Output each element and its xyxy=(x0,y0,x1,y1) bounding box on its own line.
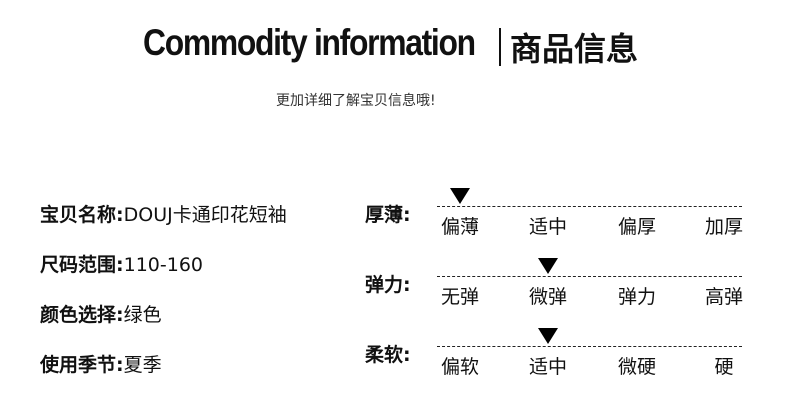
scale-label-thickness: 厚薄: xyxy=(365,204,411,226)
info-row-season: 使用季节:夏季 xyxy=(40,350,162,377)
scale-option: 加厚 xyxy=(704,216,743,238)
info-row-color: 颜色选择:绿色 xyxy=(40,300,162,327)
scale-label-softness: 柔软: xyxy=(365,344,411,366)
scale-option: 偏薄 xyxy=(440,216,479,238)
info-row-name: 宝贝名称:DOUJ卡通印花短袖 xyxy=(40,200,287,227)
scale-dashed-line xyxy=(437,276,742,277)
scale-option: 微弹 xyxy=(528,286,567,308)
scale-option: 适中 xyxy=(528,356,567,378)
selected-marker-triangle-icon xyxy=(538,328,558,344)
scale-option: 偏厚 xyxy=(617,216,656,238)
info-value: DOUJ卡通印花短袖 xyxy=(123,204,287,226)
info-label: 宝贝名称: xyxy=(40,204,124,226)
info-label: 尺码范围: xyxy=(40,254,124,276)
scale-option: 无弹 xyxy=(440,286,479,308)
scale-option: 偏软 xyxy=(440,356,479,378)
selected-marker-triangle-icon xyxy=(538,258,558,274)
title-chinese: 商品信息 xyxy=(510,30,639,68)
title-english: Commodity information xyxy=(143,22,476,63)
info-row-size: 尺码范围:110-160 xyxy=(40,250,203,277)
scale-option: 弹力 xyxy=(617,286,656,308)
title-divider xyxy=(499,28,501,66)
info-value: 110-160 xyxy=(123,254,203,276)
scale-option: 微硬 xyxy=(617,356,656,378)
info-label: 使用季节: xyxy=(40,354,124,376)
info-value: 绿色 xyxy=(123,304,162,326)
selected-marker-triangle-icon xyxy=(450,188,470,204)
scale-label-elasticity: 弹力: xyxy=(365,274,411,296)
scale-dashed-line xyxy=(437,346,742,347)
scale-option: 高弹 xyxy=(704,286,743,308)
info-label: 颜色选择: xyxy=(40,304,124,326)
scale-option: 硬 xyxy=(714,356,734,378)
scale-dashed-line xyxy=(437,206,742,207)
info-value: 夏季 xyxy=(123,354,162,376)
scale-option: 适中 xyxy=(528,216,567,238)
subtitle: 更加详细了解宝贝信息哦! xyxy=(276,93,436,109)
